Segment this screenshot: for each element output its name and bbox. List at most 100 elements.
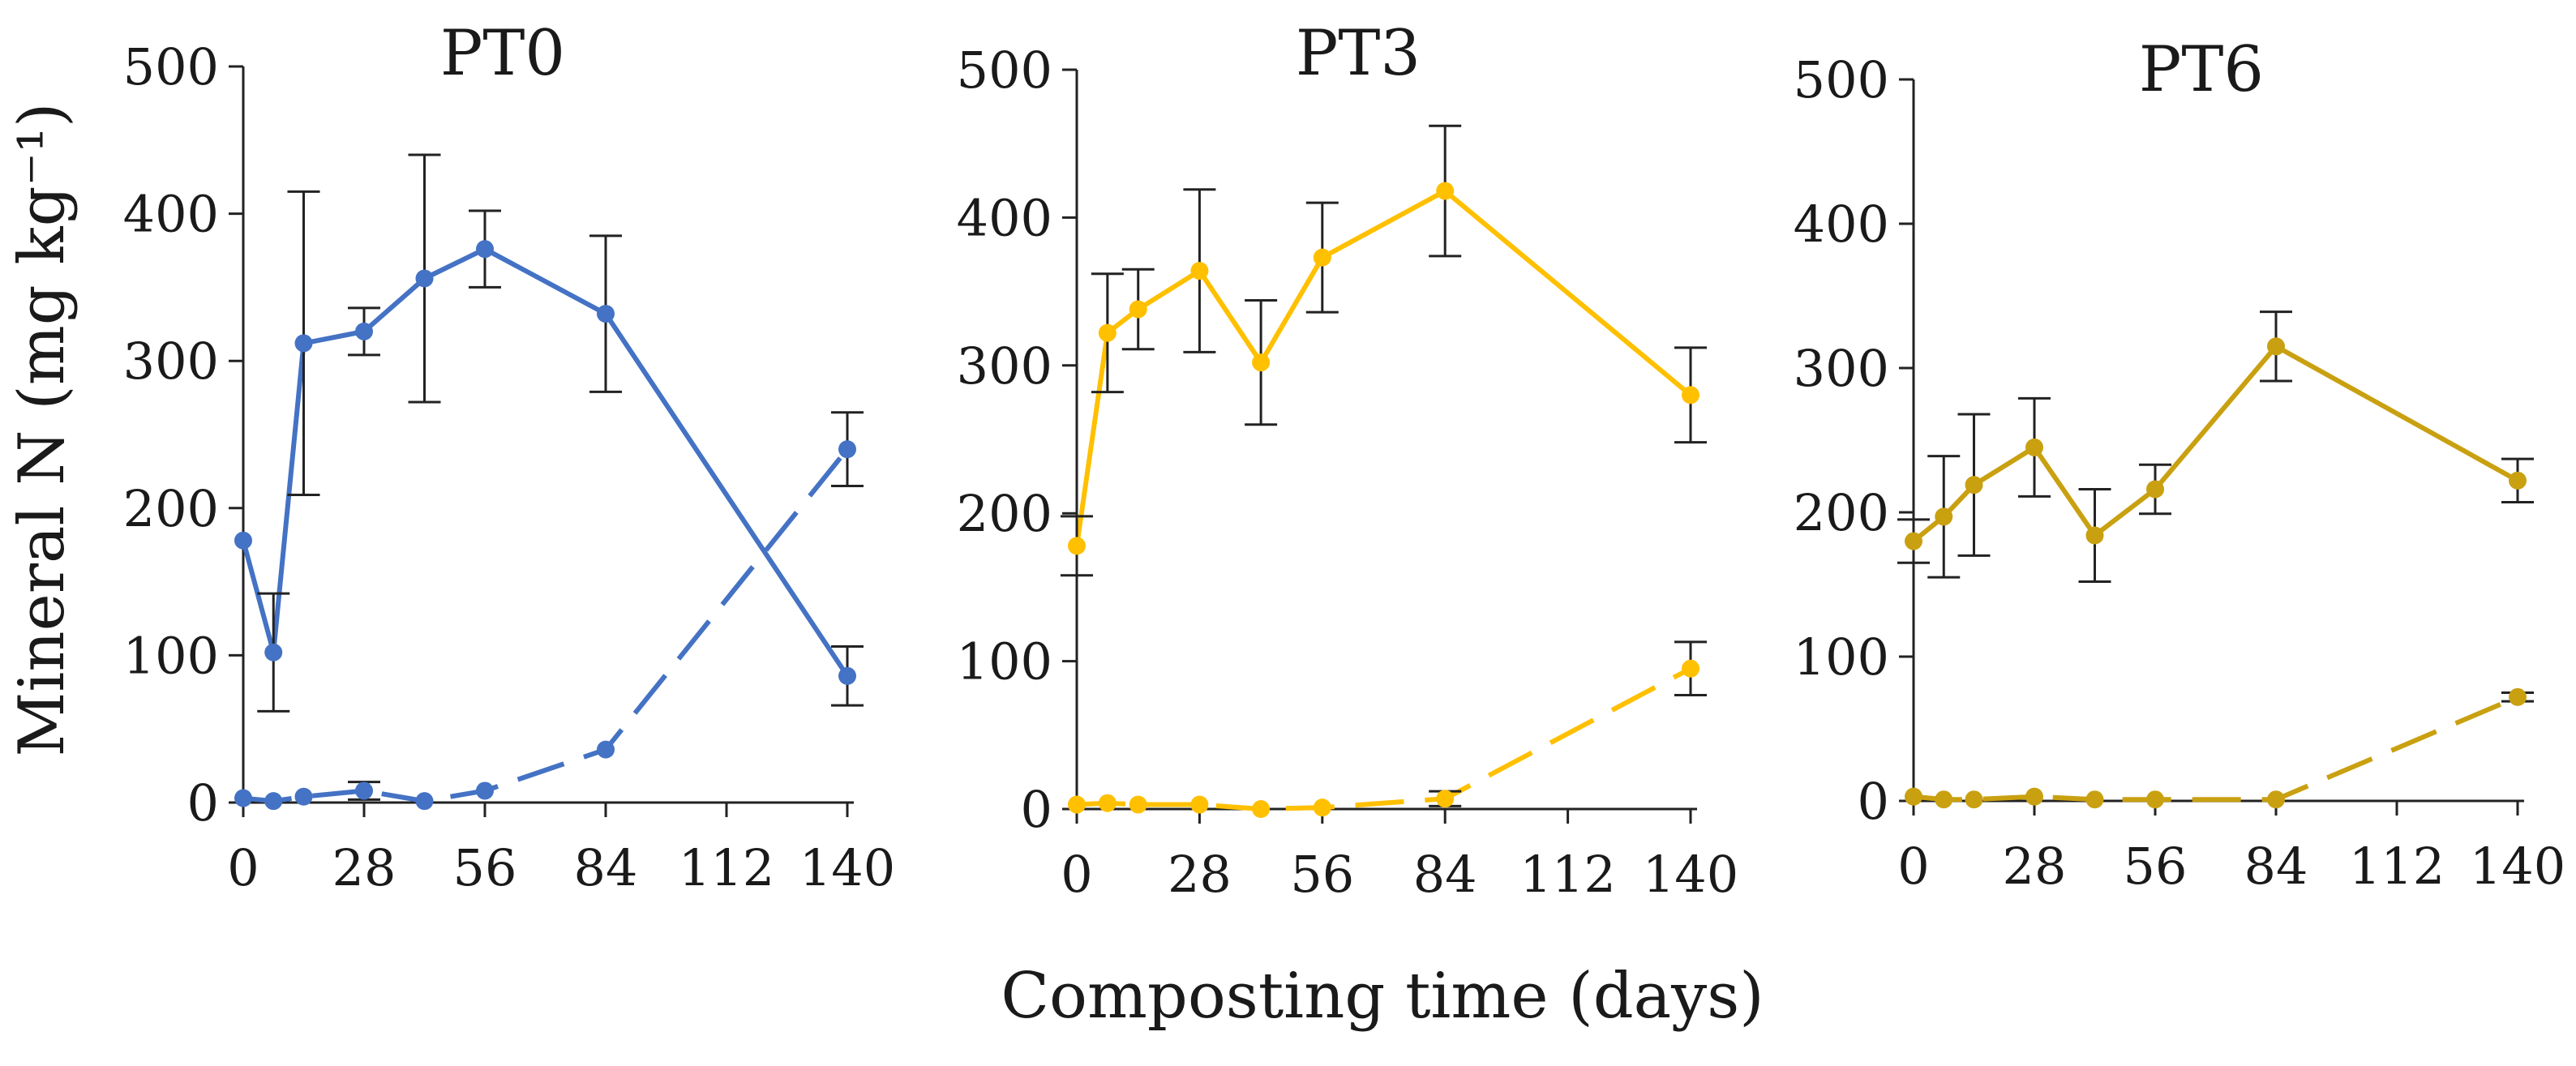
x-axis-title: Composting time (days)	[1001, 960, 1764, 1033]
series-solid	[1897, 310, 2534, 583]
y-axis-title: Mineral N (mg kg⁻¹)	[6, 103, 79, 757]
data-point	[2085, 790, 2104, 809]
data-point	[1935, 507, 1953, 526]
data-point	[1098, 323, 1117, 342]
series-solid	[1061, 124, 1707, 577]
x-tick-label: 140	[1643, 845, 1738, 904]
data-point	[415, 269, 434, 288]
series-line	[1076, 666, 1692, 811]
data-point	[294, 787, 313, 806]
data-point	[1129, 795, 1147, 814]
series-line	[1074, 188, 1692, 546]
y-tick-label: 100	[957, 632, 1052, 691]
y-tick-label: 300	[957, 336, 1052, 396]
data-point	[294, 334, 313, 353]
data-point	[2025, 787, 2043, 806]
data-point	[597, 305, 615, 323]
y-tick-label: 0	[187, 773, 219, 833]
data-point	[1935, 790, 1953, 809]
data-point	[1905, 532, 1922, 550]
data-point	[597, 740, 615, 759]
data-point	[1129, 300, 1147, 319]
y-tick-label: 500	[1794, 50, 1889, 109]
x-tick-label: 140	[799, 838, 895, 897]
panel-title: PT3	[1296, 17, 1421, 90]
series-dashed	[1905, 687, 2534, 809]
panel-title: PT0	[440, 17, 565, 90]
data-point	[1190, 262, 1209, 280]
data-point	[2267, 337, 2285, 356]
data-point	[1098, 794, 1117, 812]
x-tick-label: 112	[2349, 837, 2445, 896]
series-line	[241, 246, 850, 678]
y-tick-label: 400	[957, 188, 1052, 247]
chart-panels: PT0 0 100 200 300 400 500 0 28 56 84 112 140 PT3 0 100 2…	[123, 17, 2566, 904]
series-dashed	[1068, 640, 1707, 818]
data-point	[838, 666, 856, 685]
y-tick-label: 200	[1794, 483, 1889, 542]
data-point	[1313, 248, 1331, 267]
data-point	[2146, 480, 2164, 499]
x-tick-label: 56	[1290, 845, 1354, 904]
y-tick-label: 100	[123, 626, 219, 685]
data-point	[2085, 526, 2104, 545]
chart-panel-pt6: PT6 0 100 200 300 400 500 0 28 56 84 112 140	[1794, 33, 2566, 896]
x-tick-label: 84	[574, 838, 638, 897]
data-point	[415, 792, 434, 811]
y-tick-label: 0	[1021, 780, 1052, 839]
series-line	[1913, 695, 2519, 803]
data-point	[2509, 471, 2527, 490]
data-point	[476, 240, 494, 259]
x-tick-label: 28	[2003, 837, 2067, 896]
y-tick-label: 200	[957, 484, 1052, 543]
x-tick-label: 28	[1168, 845, 1232, 904]
data-point	[1313, 798, 1331, 817]
series-dashed	[234, 411, 864, 811]
y-tick-label: 0	[1858, 772, 1889, 831]
chart-panel-pt0: PT0 0 100 200 300 400 500 0 28 56 84 112 140	[123, 17, 896, 897]
data-point	[2509, 687, 2527, 706]
data-point	[1905, 787, 1922, 806]
data-point	[1252, 353, 1271, 372]
data-point	[1682, 659, 1699, 678]
data-point	[355, 781, 373, 800]
data-point	[234, 789, 252, 807]
y-tick-label: 400	[123, 185, 219, 244]
panel-title: PT6	[2139, 33, 2264, 106]
x-tick-label: 112	[1519, 845, 1615, 904]
data-point	[1190, 795, 1209, 814]
data-point	[1068, 537, 1086, 555]
data-point	[2267, 790, 2285, 809]
y-tick-label: 300	[1794, 339, 1889, 398]
x-tick-label: 84	[1413, 845, 1477, 904]
data-point	[1965, 476, 1983, 494]
data-point	[1252, 800, 1271, 818]
y-tick-label: 500	[957, 41, 1052, 100]
data-point	[1436, 790, 1455, 808]
y-tick-label: 300	[123, 332, 219, 391]
x-tick-label: 84	[2244, 837, 2308, 896]
data-point	[838, 440, 856, 459]
series-line	[242, 447, 850, 804]
x-tick-label: 28	[332, 838, 396, 897]
data-point	[355, 322, 373, 340]
data-point	[234, 531, 252, 550]
x-tick-label: 140	[2470, 837, 2565, 896]
chart-panel-pt3: PT3 0 100 200 300 400 500 0 28 56 84 112 140	[957, 17, 1739, 904]
x-tick-label: 0	[1897, 837, 1929, 896]
x-tick-label: 0	[1061, 845, 1092, 904]
data-point	[264, 643, 283, 661]
y-tick-label: 200	[123, 479, 219, 538]
y-tick-label: 400	[1794, 195, 1889, 254]
data-point	[2146, 790, 2164, 809]
x-tick-label: 56	[453, 838, 517, 897]
data-point	[1682, 386, 1699, 405]
x-tick-label: 0	[227, 838, 259, 897]
data-point	[1965, 790, 1983, 809]
series-line	[1912, 344, 2519, 543]
y-tick-label: 500	[123, 37, 219, 96]
x-tick-label: 112	[679, 838, 774, 897]
y-tick-label: 100	[1794, 627, 1889, 687]
x-tick-label: 56	[2124, 837, 2188, 896]
